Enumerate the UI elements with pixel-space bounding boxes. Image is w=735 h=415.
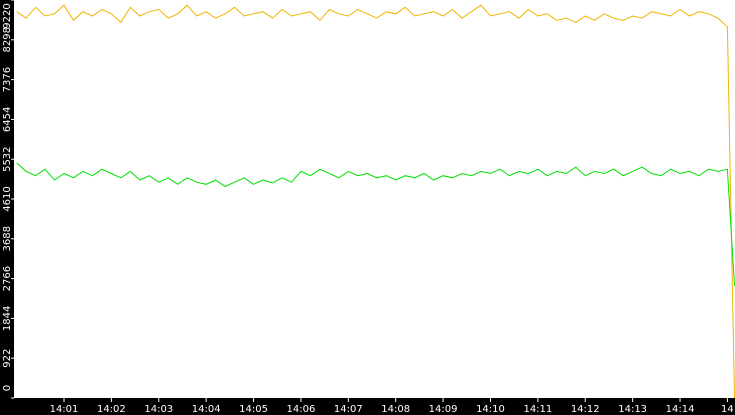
x-tick-label: 14:10	[476, 404, 505, 415]
x-tick-label: 14	[721, 404, 734, 415]
x-tick-label: 14:14	[666, 404, 695, 415]
y-tick-label: 5532	[2, 146, 13, 171]
x-tick-label: 14:09	[429, 404, 458, 415]
x-tick-label: 14:01	[50, 404, 79, 415]
y-tick-label: 8298	[2, 27, 13, 52]
x-tick-label: 14:06	[287, 404, 316, 415]
line-series	[16, 162, 735, 286]
y-tick-label: 7376	[2, 67, 13, 92]
line-series	[16, 4, 735, 399]
x-tick-label: 14:04	[192, 404, 221, 415]
y-tick-label: 1844	[2, 306, 13, 331]
y-tick-label: 3688	[2, 226, 13, 251]
x-tick-label: 14:08	[381, 404, 410, 415]
x-tick-label: 14:12	[571, 404, 600, 415]
x-tick-label: 14:03	[144, 404, 173, 415]
x-tick-label: 14:05	[239, 404, 268, 415]
x-tick-label: 14:13	[618, 404, 647, 415]
y-tick-label: 4610	[2, 186, 13, 211]
x-tick-label: 14:11	[523, 404, 552, 415]
y-tick-label: 2766	[2, 266, 13, 291]
x-tick-label: 14:02	[97, 404, 126, 415]
y-tick-label: 922	[2, 349, 13, 368]
y-tick-label: 9220	[2, 3, 13, 28]
y-tick-label: 0	[2, 385, 13, 391]
x-axis-strip	[0, 398, 735, 415]
y-tick-label: 6454	[2, 107, 13, 132]
y-axis-strip	[0, 0, 14, 415]
x-tick-label: 14:07	[334, 404, 363, 415]
